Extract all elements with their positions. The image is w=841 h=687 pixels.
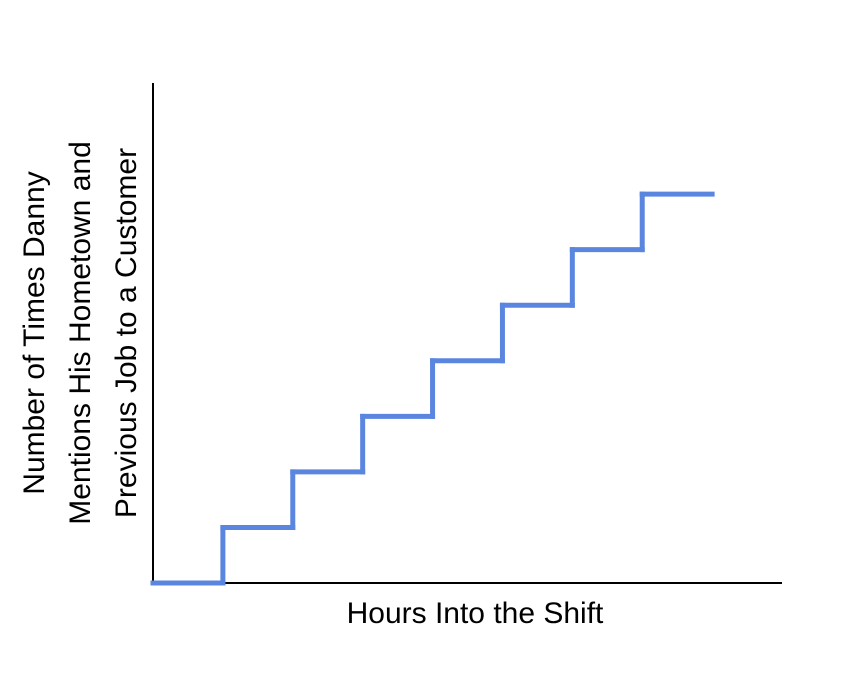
- y-axis-label-line: Number of Times Danny: [18, 171, 51, 494]
- y-axis-label: Number of Times Danny Mentions His Homet…: [18, 141, 143, 525]
- y-axis-label-line: Mentions His Hometown and: [64, 141, 97, 525]
- x-axis-label: Hours Into the Shift: [347, 597, 604, 630]
- y-axis-label-line: Previous Job to a Customer: [110, 148, 143, 518]
